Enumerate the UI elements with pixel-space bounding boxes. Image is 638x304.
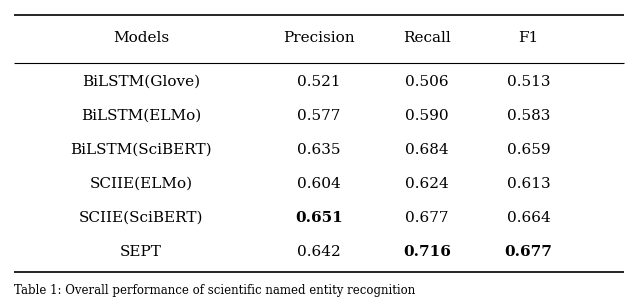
Text: 0.677: 0.677 [505, 245, 553, 259]
Text: 0.664: 0.664 [507, 211, 551, 225]
Text: 0.583: 0.583 [507, 109, 551, 123]
Text: 0.506: 0.506 [405, 75, 449, 89]
Text: 0.604: 0.604 [297, 177, 341, 191]
Text: Models: Models [113, 30, 169, 44]
Text: 0.521: 0.521 [297, 75, 341, 89]
Text: Table 1: Overall performance of scientific named entity recognition: Table 1: Overall performance of scientif… [14, 284, 415, 297]
Text: Precision: Precision [283, 30, 355, 44]
Text: Recall: Recall [403, 30, 451, 44]
Text: SCIIE(ELMo): SCIIE(ELMo) [89, 177, 193, 191]
Text: 0.613: 0.613 [507, 177, 551, 191]
Text: F1: F1 [519, 30, 538, 44]
Text: BiLSTM(ELMo): BiLSTM(ELMo) [81, 109, 201, 123]
Text: 0.651: 0.651 [295, 211, 343, 225]
Text: 0.624: 0.624 [405, 177, 449, 191]
Text: 0.659: 0.659 [507, 143, 551, 157]
Text: SCIIE(SciBERT): SCIIE(SciBERT) [79, 211, 204, 225]
Text: SEPT: SEPT [120, 245, 162, 259]
Text: 0.577: 0.577 [297, 109, 341, 123]
Text: 0.684: 0.684 [405, 143, 449, 157]
Text: 0.716: 0.716 [403, 245, 451, 259]
Text: 0.513: 0.513 [507, 75, 551, 89]
Text: 0.642: 0.642 [297, 245, 341, 259]
Text: 0.635: 0.635 [297, 143, 341, 157]
Text: 0.590: 0.590 [405, 109, 449, 123]
Text: BiLSTM(Glove): BiLSTM(Glove) [82, 75, 200, 89]
Text: 0.677: 0.677 [405, 211, 449, 225]
Text: BiLSTM(SciBERT): BiLSTM(SciBERT) [70, 143, 212, 157]
